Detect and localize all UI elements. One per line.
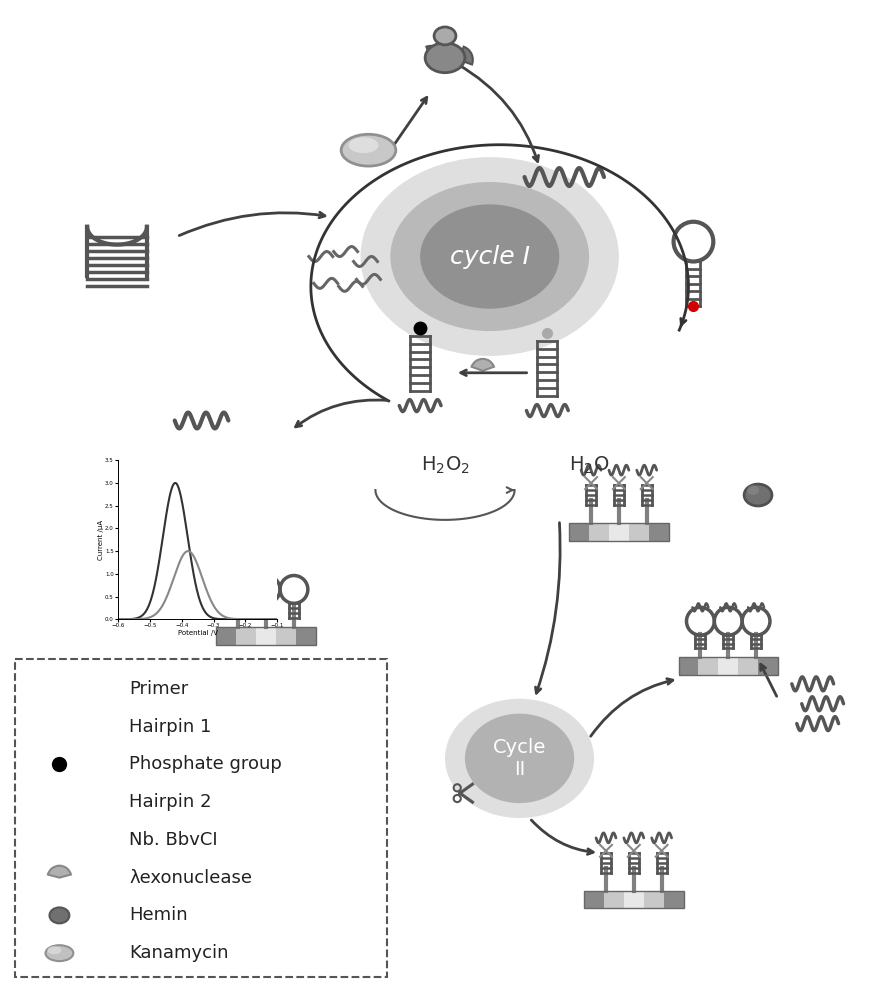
Ellipse shape — [445, 699, 594, 818]
Ellipse shape — [50, 907, 69, 923]
Ellipse shape — [425, 43, 465, 73]
Bar — [758, 657, 778, 675]
Wedge shape — [48, 866, 71, 878]
Wedge shape — [471, 359, 494, 371]
Text: cycle I: cycle I — [450, 245, 530, 269]
Bar — [609, 523, 629, 541]
FancyBboxPatch shape — [15, 659, 388, 977]
Text: Nb. BbvCI: Nb. BbvCI — [129, 831, 217, 849]
Text: Cycle
II: Cycle II — [493, 738, 546, 779]
Bar — [569, 523, 668, 541]
Bar — [679, 657, 699, 675]
Bar — [589, 523, 609, 541]
Text: Hairpin 1: Hairpin 1 — [129, 718, 211, 736]
Ellipse shape — [390, 182, 589, 331]
Bar — [644, 891, 664, 908]
Bar — [718, 657, 738, 675]
Text: Hemin: Hemin — [129, 906, 188, 924]
Bar — [664, 891, 683, 908]
Text: $\rm H_2O$: $\rm H_2O$ — [569, 455, 609, 476]
Bar — [236, 627, 257, 645]
Text: Phosphate group: Phosphate group — [129, 755, 282, 773]
Bar — [569, 523, 589, 541]
Ellipse shape — [465, 714, 574, 803]
Text: Hairpin 2: Hairpin 2 — [129, 793, 211, 811]
Bar — [217, 627, 315, 645]
Text: $\rm H_2O_2$: $\rm H_2O_2$ — [421, 455, 470, 476]
Bar — [257, 627, 276, 645]
Wedge shape — [459, 47, 473, 65]
Ellipse shape — [348, 137, 379, 153]
Bar — [604, 891, 624, 908]
Ellipse shape — [341, 134, 396, 166]
Bar — [629, 523, 649, 541]
Ellipse shape — [421, 204, 560, 309]
Bar — [699, 657, 718, 675]
Bar — [217, 627, 236, 645]
Bar — [584, 891, 683, 908]
Bar — [584, 891, 604, 908]
Ellipse shape — [361, 157, 619, 356]
Bar — [679, 657, 778, 675]
Ellipse shape — [744, 484, 772, 506]
Bar — [624, 891, 644, 908]
Text: λexonuclease: λexonuclease — [129, 869, 252, 887]
Ellipse shape — [434, 27, 456, 45]
Text: Primer: Primer — [129, 680, 188, 698]
Bar — [276, 627, 296, 645]
Text: Kanamycin: Kanamycin — [129, 944, 228, 962]
Wedge shape — [426, 46, 445, 60]
Ellipse shape — [748, 485, 759, 495]
Bar — [738, 657, 758, 675]
Ellipse shape — [45, 945, 73, 961]
Bar — [296, 627, 315, 645]
Bar — [649, 523, 668, 541]
Ellipse shape — [47, 946, 61, 954]
